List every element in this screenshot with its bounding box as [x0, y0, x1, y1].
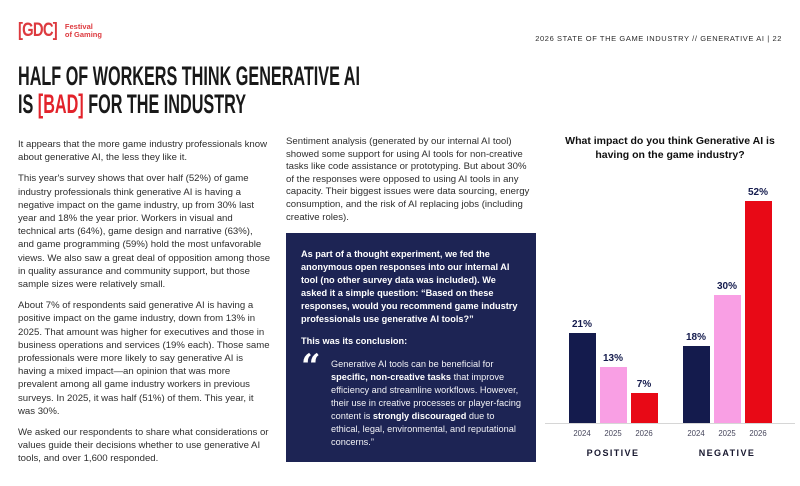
chart-plot: 21% 13% 7% 18% 30% 52%	[545, 184, 795, 425]
year-label: 2025	[718, 429, 736, 439]
bar-group: 21% 13% 7%	[568, 319, 658, 424]
body-paragraph: Sentiment analysis (generated by our int…	[286, 136, 530, 223]
year-label-group: 2024 2025 2026	[683, 429, 772, 438]
bar-item: 52%	[744, 187, 772, 424]
bar-item: 21%	[568, 319, 596, 424]
bar-group-label: POSITIVE	[586, 448, 640, 459]
bar-value-label: 13%	[602, 353, 623, 365]
bar	[744, 201, 772, 424]
quote-block: “ Generative AI tools can be beneficial …	[301, 347, 521, 449]
page-title-highlight: [BAD]	[37, 89, 84, 120]
bar-group-label: NEGATIVE	[698, 448, 756, 459]
bar	[568, 333, 596, 424]
gdc-logo-subtitle-line1: Festival	[64, 21, 93, 31]
ai-conclusion-panel: As part of a thought experiment, we fed …	[286, 233, 536, 463]
chart-title: What impact do you think Generative AI i…	[565, 135, 775, 162]
bar-value-label: 7%	[636, 379, 652, 391]
bar-group: 18% 30% 52%	[682, 187, 772, 424]
year-label: 2026	[749, 429, 767, 439]
gdc-logo-mark: [GDC]	[18, 20, 58, 41]
bar	[682, 346, 710, 424]
year-label: 2025	[604, 429, 622, 439]
bar	[599, 367, 627, 424]
bar	[630, 393, 658, 424]
page-title-line1: HALF OF WORKERS THINK GENERATIVE AI	[18, 61, 360, 91]
middle-text-column: Sentiment analysis (generated by our int…	[286, 136, 536, 463]
bar	[713, 295, 741, 424]
bar-item: 13%	[599, 353, 627, 424]
bar-value-label: 21%	[571, 319, 592, 331]
year-label-group: 2024 2025 2026	[569, 429, 658, 438]
body-paragraph: This year's survey shows that over half …	[18, 173, 271, 291]
gdc-logo-subtitle: Festival of Gaming	[64, 21, 102, 40]
panel-paragraph: As part of a thought experiment, we fed …	[301, 249, 518, 325]
body-paragraph: It appears that the more game industry p…	[18, 139, 268, 164]
year-label: 2026	[635, 429, 653, 439]
year-label: 2024	[687, 429, 705, 439]
body-paragraph: About 7% of respondents said generative …	[18, 300, 270, 417]
bar-value-label: 30%	[716, 281, 737, 293]
bar-item: 30%	[713, 281, 741, 424]
bar-item: 7%	[630, 379, 658, 424]
chart-column: What impact do you think Generative AI i…	[545, 134, 795, 458]
quote-text: Generative AI tools can be beneficial fo…	[331, 359, 521, 448]
page-title-line2: IS [BAD] FOR THE INDUSTRY	[18, 89, 247, 120]
left-text-column: It appears that the more game industry p…	[18, 138, 271, 474]
gdc-logo: [GDC] Festival of Gaming	[18, 20, 102, 42]
header: [GDC] Festival of Gaming 2026 STATE OF T…	[18, 20, 782, 43]
quote-icon: “	[301, 347, 321, 388]
page-title: HALF OF WORKERS THINK GENERATIVE AI IS […	[18, 62, 360, 118]
gdc-logo-subtitle-line2: of Gaming	[64, 30, 102, 39]
bar-value-label: 52%	[747, 187, 768, 199]
body-paragraph: We asked our respondents to share what c…	[18, 427, 269, 465]
chart-xlabels: 2024 2025 2026 2024 2025 2026	[545, 429, 795, 438]
panel-conclusion-label: This was its conclusion:	[301, 336, 408, 347]
bar-item: 18%	[682, 332, 710, 424]
year-label: 2024	[573, 429, 591, 439]
chart-group-labels: POSITIVE NEGATIVE	[545, 448, 795, 458]
bar-value-label: 18%	[685, 332, 706, 344]
report-breadcrumb: 2026 STATE OF THE GAME INDUSTRY // GENER…	[535, 34, 782, 43]
